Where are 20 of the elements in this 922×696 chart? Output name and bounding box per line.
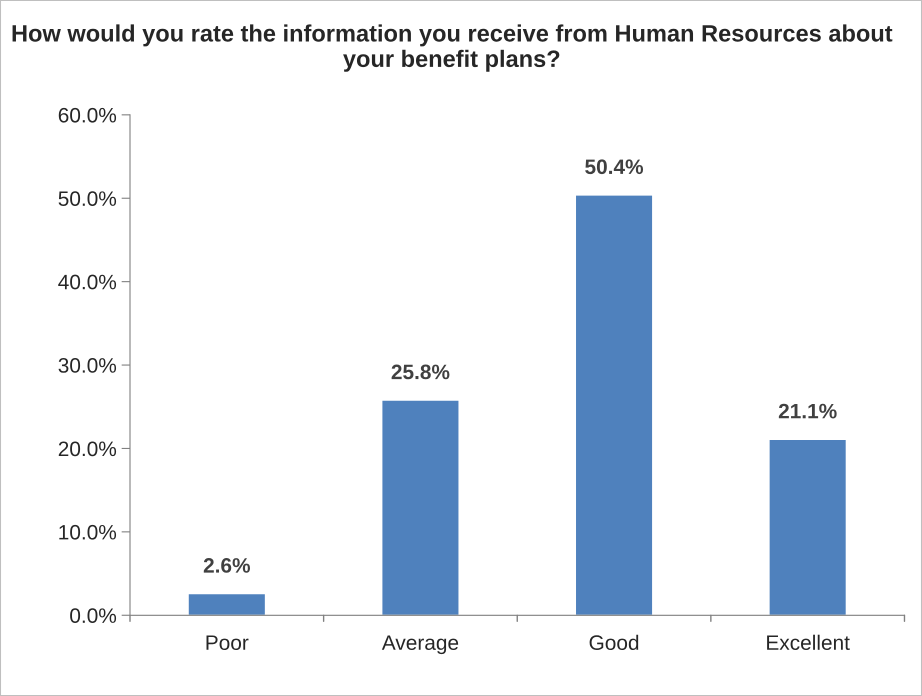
bar (574, 194, 654, 616)
bar (768, 438, 848, 616)
y-tick-label: 50.0% (58, 191, 116, 206)
x-tick-label: Poor (206, 635, 248, 650)
y-tick-label: 20.0% (58, 441, 116, 456)
data-label: 25.8% (392, 364, 450, 380)
y-tick-label: 60.0% (58, 108, 116, 123)
x-tick-label: Average (382, 635, 458, 654)
y-tick-label: 0.0% (70, 608, 116, 624)
chart-title: How would you rate the information you receive from Human Resources about your benefit plans? (12, 24, 892, 72)
y-tick-label: 10.0% (59, 524, 116, 540)
bar (187, 592, 266, 616)
y-tick-label: 40.0% (58, 274, 116, 290)
data-label: 2.6% (204, 558, 250, 573)
x-tick-label: Excellent (767, 634, 850, 650)
data-label: 50.4% (585, 159, 644, 174)
y-tick-label: 30.0% (58, 358, 116, 373)
x-tick-label: Good (590, 634, 638, 650)
bar (381, 399, 460, 616)
data-label: 21.1% (778, 404, 837, 418)
